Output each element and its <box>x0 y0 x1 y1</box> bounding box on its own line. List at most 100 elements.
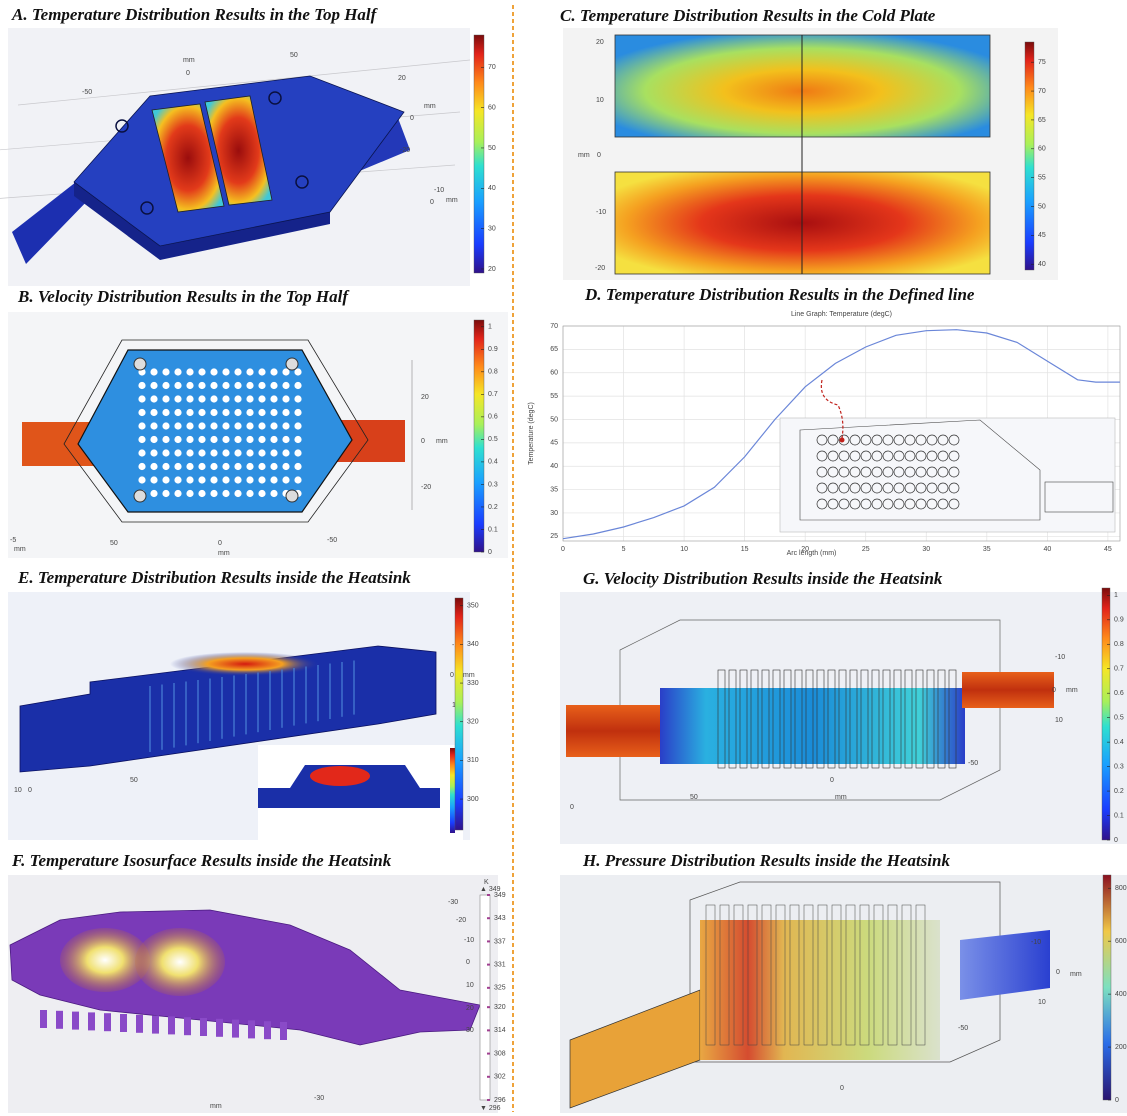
colorbar-tick-label: 308 <box>494 1050 506 1057</box>
middle-flow <box>660 688 965 764</box>
colorbar-tick-label: 1 <box>1114 592 1118 599</box>
colorbar-tick-label: 349 <box>494 892 506 899</box>
fin <box>120 1014 127 1032</box>
pin <box>162 422 169 429</box>
axis-label: -10 <box>464 937 474 944</box>
axis-label: mm <box>446 197 458 204</box>
fin <box>136 1015 143 1033</box>
axis-label: mm <box>210 1103 222 1110</box>
pin <box>186 368 193 375</box>
pin <box>150 422 157 429</box>
pin <box>282 436 289 443</box>
axis-label: -30 <box>314 1095 324 1102</box>
pin <box>150 409 157 416</box>
y-tick-label: 50 <box>550 416 558 423</box>
colorbar-tick-label: 65 <box>1038 117 1046 124</box>
pin <box>138 409 145 416</box>
pin <box>282 463 289 470</box>
pin <box>282 395 289 402</box>
x-tick-label: 5 <box>622 546 626 553</box>
pin <box>150 449 157 456</box>
y-tick-label: 40 <box>550 463 558 470</box>
x-tick-label: 15 <box>741 546 749 553</box>
pin <box>186 463 193 470</box>
pin <box>282 476 289 483</box>
panel-title: D. Temperature Distribution Results in t… <box>584 285 975 304</box>
pin <box>198 476 205 483</box>
pin <box>294 382 301 389</box>
fin <box>264 1021 271 1039</box>
colorbar-tick-label: 0.6 <box>1114 690 1124 697</box>
pin <box>210 463 217 470</box>
colorbar-tick-label: 55 <box>1038 174 1046 181</box>
pin <box>186 395 193 402</box>
fin <box>280 1022 287 1040</box>
colorbar-tick-label: 70 <box>1038 88 1046 95</box>
panel-title: B. Velocity Distribution Results in the … <box>17 287 350 306</box>
axis-label: mm <box>218 550 230 557</box>
inset-colorbar <box>450 748 455 833</box>
hot-spot <box>170 652 320 676</box>
hot-glow <box>135 928 225 996</box>
panel-title: C. Temperature Distribution Results in t… <box>560 6 936 25</box>
pin <box>294 395 301 402</box>
pin <box>138 476 145 483</box>
x-axis-label: Arc length (mm) <box>787 550 837 557</box>
legend-bar <box>480 895 490 1100</box>
axis-label: -10 <box>434 187 444 194</box>
colorbar-tick-label: 50 <box>488 145 496 152</box>
pressure-field <box>700 920 940 1060</box>
inset-background <box>780 418 1115 532</box>
pin <box>186 476 193 483</box>
bolt <box>286 358 298 370</box>
pin <box>234 395 241 402</box>
pin <box>186 382 193 389</box>
pin <box>198 395 205 402</box>
pin <box>198 490 205 497</box>
axis-label: 0 <box>1052 687 1056 694</box>
pin <box>270 368 277 375</box>
axis-label: mm <box>1070 971 1082 978</box>
pin <box>222 463 229 470</box>
pin <box>234 449 241 456</box>
pin <box>150 463 157 470</box>
colorbar-tick-label: 330 <box>467 680 479 687</box>
pin <box>138 436 145 443</box>
pin <box>138 382 145 389</box>
pin <box>270 436 277 443</box>
y-tick-label: 45 <box>550 440 558 447</box>
axis-label: 0 <box>450 672 454 679</box>
pin <box>270 382 277 389</box>
colorbar <box>474 320 484 552</box>
pin <box>282 449 289 456</box>
pin <box>186 449 193 456</box>
pin <box>162 436 169 443</box>
pin <box>222 476 229 483</box>
axis-label: 10 <box>466 982 474 989</box>
axis-label: -50 <box>327 537 337 544</box>
axis-label: 0 <box>186 70 190 77</box>
colorbar-tick-label: 0.4 <box>1114 739 1124 746</box>
pin <box>186 422 193 429</box>
pin <box>210 395 217 402</box>
pin <box>222 409 229 416</box>
axis-label: 10 <box>1055 717 1063 724</box>
figure: A. Temperature Distribution Results in t… <box>0 0 1127 1116</box>
axis-label: 0 <box>28 787 32 794</box>
panel-title: G. Velocity Distribution Results inside … <box>583 569 943 588</box>
colorbar-tick-label: 0.8 <box>488 369 498 376</box>
pin <box>162 382 169 389</box>
y-tick-label: 25 <box>550 533 558 540</box>
pin <box>270 409 277 416</box>
axis-label: mm <box>835 794 847 801</box>
pin <box>174 409 181 416</box>
y-tick-label: 70 <box>550 323 558 330</box>
pin <box>162 476 169 483</box>
pin <box>282 409 289 416</box>
panel-title: A. Temperature Distribution Results in t… <box>11 5 379 24</box>
axis-label: -50 <box>968 760 978 767</box>
pin <box>282 382 289 389</box>
colorbar-tick-label: 340 <box>467 641 479 648</box>
pin <box>270 476 277 483</box>
pin <box>138 463 145 470</box>
